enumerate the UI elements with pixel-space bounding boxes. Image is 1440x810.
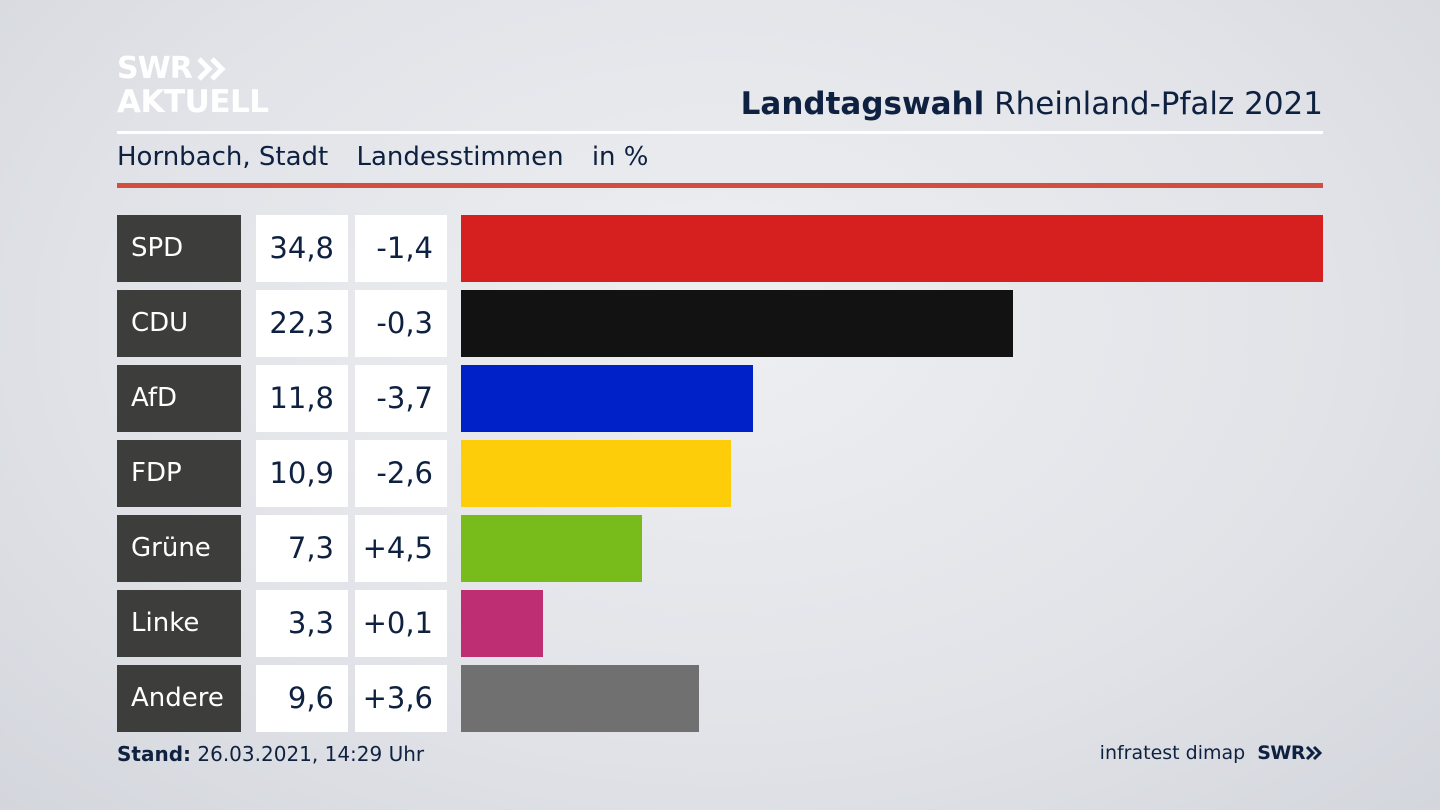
bar-fdp [461,440,731,507]
chart-row: Andere 9,6 +3,6 [117,665,1323,732]
change-value: +4,5 [355,515,447,582]
chart-row: AfD 11,8 -3,7 [117,365,1323,432]
chart-row: Linke 3,3 +0,1 [117,590,1323,657]
stand-value: 26.03.2021, 14:29 Uhr [197,742,425,766]
swr-brand: SWR [1257,742,1323,764]
timestamp: Stand: 26.03.2021, 14:29 Uhr [117,742,424,766]
swr-brand-text: SWR [1257,742,1305,764]
change-value: +3,6 [355,665,447,732]
source-label: infratest dimap [1099,742,1246,764]
change-value: -0,3 [355,290,447,357]
logo-line-2: AKTUELL [117,84,269,120]
party-label: FDP [117,440,241,507]
bar-cdu [461,290,1013,357]
chart-row: CDU 22,3 -0,3 [117,290,1323,357]
party-label: Linke [117,590,241,657]
vote-share-value: 7,3 [256,515,348,582]
chart-row: FDP 10,9 -2,6 [117,440,1323,507]
double-chevron-icon [197,57,226,81]
bar-afd [461,365,753,432]
source-credit: infratest dimap SWR [1100,742,1323,764]
subtitle-place: Hornbach, Stadt [117,142,329,172]
swr-aktuell-logo: SWR AKTUELL [117,54,269,118]
vote-share-value: 11,8 [256,365,348,432]
party-label: Andere [117,665,241,732]
bar-linke [461,590,543,657]
title-bold: Landtagswahl [740,86,985,122]
chart-row: SPD 34,8 -1,4 [117,215,1323,282]
change-value: -3,7 [355,365,447,432]
party-label: SPD [117,215,241,282]
vote-share-value: 10,9 [256,440,348,507]
page-title: Landtagswahl Rheinland-Pfalz 2021 [741,86,1323,122]
subtitle-divider [117,183,1323,188]
vote-share-value: 34,8 [256,215,348,282]
bar-grne [461,515,642,582]
header-divider [117,131,1323,134]
vote-share-value: 22,3 [256,290,348,357]
vote-share-value: 9,6 [256,665,348,732]
change-value: -2,6 [355,440,447,507]
title-rest: Rheinland-Pfalz 2021 [994,86,1323,122]
party-label: AfD [117,365,241,432]
party-label: CDU [117,290,241,357]
chart-row: Grüne 7,3 +4,5 [117,515,1323,582]
logo-line-1: SWR [117,51,193,86]
double-chevron-small-icon [1305,745,1323,761]
party-label: Grüne [117,515,241,582]
stand-label: Stand: [117,742,192,766]
change-value: -1,4 [355,215,447,282]
subtitle: Hornbach, Stadt Landesstimmen in % [117,142,669,172]
subtitle-type: Landesstimmen [356,142,564,172]
vote-share-value: 3,3 [256,590,348,657]
bar-andere [461,665,699,732]
change-value: +0,1 [355,590,447,657]
subtitle-unit: in % [591,142,649,172]
bar-spd [461,215,1323,282]
